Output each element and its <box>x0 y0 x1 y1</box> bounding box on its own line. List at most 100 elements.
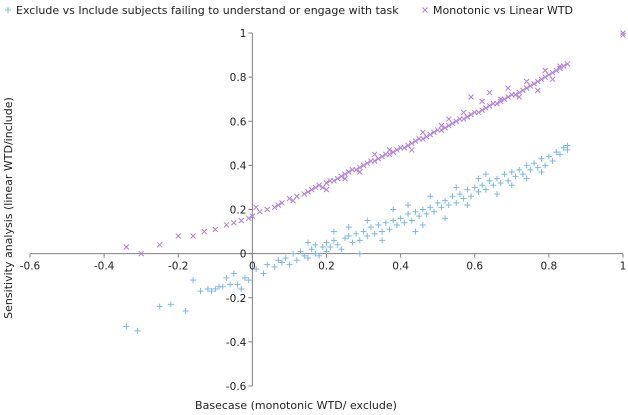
data-point <box>523 162 530 169</box>
data-point <box>334 241 341 248</box>
data-point <box>505 177 512 184</box>
data-point <box>516 94 523 100</box>
data-point <box>286 195 293 202</box>
data-point <box>386 226 393 233</box>
data-point <box>204 285 211 292</box>
data-point <box>357 169 363 175</box>
data-point <box>479 107 486 114</box>
data-point <box>483 105 489 111</box>
data-point <box>175 233 182 239</box>
series-layer <box>123 30 626 334</box>
data-point <box>375 221 382 228</box>
legend-item-monotonic-linear: Monotonic vs Linear WTD <box>422 4 573 17</box>
data-point <box>523 78 530 85</box>
data-point <box>453 184 460 191</box>
data-point <box>123 244 130 250</box>
data-point <box>412 228 419 235</box>
data-point <box>345 232 352 239</box>
data-point <box>230 219 237 226</box>
data-point <box>338 173 345 180</box>
data-point <box>493 191 500 198</box>
data-point <box>438 127 445 133</box>
data-point <box>542 67 549 74</box>
data-point <box>308 186 315 193</box>
data-point <box>542 74 549 80</box>
data-point <box>427 193 434 200</box>
data-point <box>490 182 497 189</box>
data-point <box>342 171 348 178</box>
data-point <box>394 147 400 153</box>
data-point <box>323 239 330 246</box>
data-point <box>449 193 456 200</box>
y-tick-label: -0.6 <box>226 381 247 393</box>
data-point <box>293 257 300 264</box>
x-tick-label: -0.6 <box>20 261 41 273</box>
data-point <box>464 186 471 193</box>
data-point <box>271 204 278 211</box>
data-point <box>523 85 530 92</box>
data-point <box>316 182 322 189</box>
data-point <box>223 222 230 228</box>
data-point <box>475 175 482 182</box>
data-point <box>308 246 315 253</box>
legend-marker-x-glyph <box>422 7 428 13</box>
data-point <box>456 191 463 198</box>
data-point <box>334 175 341 182</box>
data-point <box>512 173 519 180</box>
data-point <box>212 285 219 292</box>
data-point <box>468 94 474 100</box>
data-point <box>482 186 489 193</box>
data-point <box>534 87 541 94</box>
data-point <box>123 323 130 330</box>
y-ticks: -0.6 -0.4 -0.2 0 0.2 0.4 0.6 0.8 1 <box>226 28 253 393</box>
x-tick-label: 1 <box>620 261 627 273</box>
data-point <box>549 157 556 164</box>
data-point <box>408 147 415 153</box>
data-point <box>420 129 426 136</box>
data-point <box>442 197 449 204</box>
data-point <box>538 155 545 162</box>
x-ticks: -0.6 -0.4 -0.2 0 0.2 0.4 0.6 0.8 1 <box>20 253 627 273</box>
data-point <box>305 188 311 195</box>
data-point <box>201 228 208 235</box>
data-point <box>297 248 304 255</box>
data-point <box>367 224 374 231</box>
data-point <box>390 206 397 213</box>
data-point <box>342 235 349 242</box>
data-point <box>349 239 356 246</box>
data-point <box>553 149 560 156</box>
data-point <box>549 69 556 76</box>
data-point <box>420 136 426 142</box>
data-point <box>323 186 330 193</box>
data-point <box>234 281 241 288</box>
y-tick-label: 0.8 <box>230 72 247 84</box>
x-tick-label: 0.4 <box>392 261 409 273</box>
legend: Exclude vs Include subjects failing to u… <box>5 4 573 17</box>
data-point <box>479 182 486 189</box>
data-point <box>512 91 519 98</box>
data-point <box>230 270 237 277</box>
data-point <box>438 204 445 211</box>
data-point <box>286 261 293 268</box>
data-point <box>445 116 452 122</box>
y-tick-label: 1 <box>240 28 247 40</box>
data-point <box>197 288 204 295</box>
data-point <box>460 116 467 122</box>
data-point <box>219 283 226 290</box>
series-exclude-include <box>123 142 571 334</box>
data-point <box>408 140 415 147</box>
data-point <box>245 277 252 284</box>
data-point <box>486 89 493 96</box>
data-point <box>427 204 434 211</box>
data-point <box>279 200 285 206</box>
data-point <box>564 61 571 67</box>
data-point <box>245 215 252 222</box>
legend-marker-x <box>422 7 428 13</box>
data-point <box>560 144 567 151</box>
data-point <box>275 202 282 208</box>
data-point <box>134 327 141 334</box>
y-tick-label: -0.2 <box>226 293 247 305</box>
data-point <box>416 213 423 220</box>
data-point <box>423 210 430 217</box>
